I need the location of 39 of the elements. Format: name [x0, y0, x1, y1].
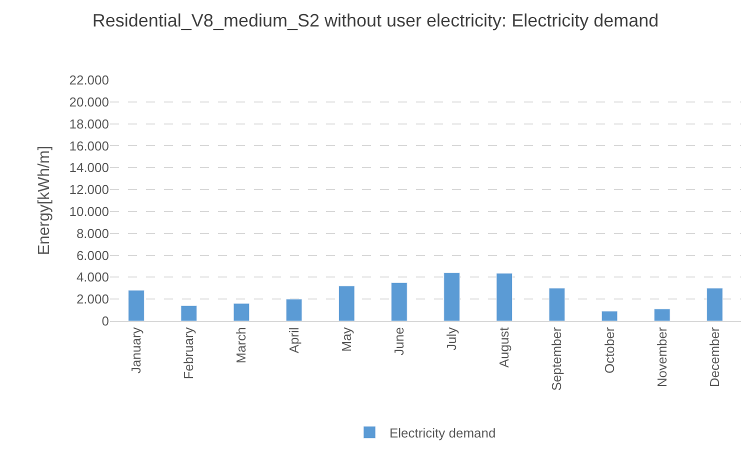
y-tick-label: 0	[102, 314, 109, 329]
x-tick-label: August	[496, 326, 512, 368]
bar	[128, 290, 144, 321]
bar	[391, 282, 408, 321]
chart-title: Residential_V8_medium_S2 without user electricity: Electricity demand	[92, 10, 659, 30]
x-tick-label: February	[181, 326, 196, 380]
y-tick-label: 16.000	[69, 138, 109, 154]
bar	[601, 310, 618, 321]
y-tick-label: 4.000	[76, 270, 109, 285]
bar	[706, 288, 723, 321]
y-tick-label: 2.000	[76, 292, 109, 307]
y-tick-label: 14.000	[69, 160, 109, 176]
y-tick-label: 18.000	[69, 116, 109, 132]
x-tick-label: October	[602, 326, 617, 374]
x-tick-label: April	[286, 327, 302, 354]
bar	[496, 273, 513, 321]
x-tick-label: July	[444, 326, 460, 350]
bar	[444, 272, 460, 321]
x-tick-label: January	[128, 326, 144, 374]
y-axis-title: Energy[kWh/m]	[36, 146, 54, 256]
y-tick-label: 20.000	[69, 94, 109, 110]
legend-label: Electricity demand	[390, 425, 496, 440]
y-tick-label: 12.000	[69, 182, 109, 198]
y-tick-label: 10.000	[69, 204, 109, 219]
bar	[548, 288, 566, 321]
y-tick-label: 8.000	[76, 226, 109, 241]
y-tick-label: 22.000	[69, 72, 109, 88]
x-tick-label: March	[234, 327, 249, 364]
bar	[286, 298, 302, 321]
bar	[338, 286, 355, 321]
x-tick-label: May	[338, 326, 354, 352]
bar	[233, 303, 250, 321]
y-tick-label: 6.000	[76, 248, 109, 263]
x-tick-label: June	[391, 327, 406, 356]
bar	[654, 308, 670, 321]
x-tick-label: September	[549, 326, 564, 391]
bar	[180, 305, 198, 321]
x-tick-label: December	[706, 326, 722, 388]
x-tick-label: November	[654, 326, 670, 388]
